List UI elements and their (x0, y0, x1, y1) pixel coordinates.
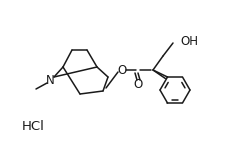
Text: O: O (133, 78, 142, 90)
Text: N: N (46, 74, 54, 86)
Text: O: O (117, 64, 126, 76)
Text: HCl: HCl (22, 121, 45, 133)
Text: OH: OH (179, 35, 197, 48)
